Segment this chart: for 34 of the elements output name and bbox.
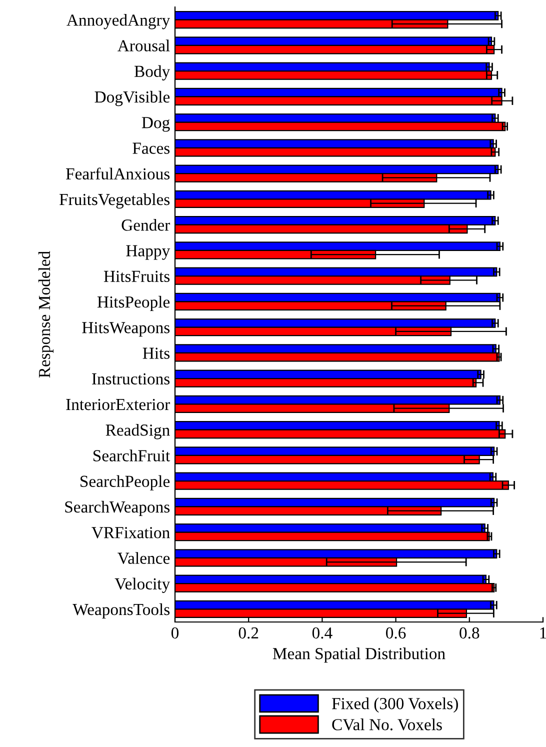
y-tick-label: SearchWeapons xyxy=(65,500,170,516)
legend-label: CVal No. Voxels xyxy=(332,718,442,730)
y-tick-label: WeaponsTools xyxy=(72,603,170,619)
x-tick-label: 0.4 xyxy=(312,627,332,639)
y-tick-label: DogVisible xyxy=(94,90,170,106)
y-tick-label: HitsFruits xyxy=(104,270,170,282)
y-tick-label: Dog xyxy=(142,117,170,132)
y-tick-label: HitsPeople xyxy=(97,296,170,312)
y-tick-label: FearfulAnxious xyxy=(66,168,170,180)
x-tick-label: 0 xyxy=(171,627,179,639)
y-tick-label: Gender xyxy=(122,219,170,231)
legend-label: Fixed (300 Voxels) xyxy=(332,698,458,713)
y-tick-label: SearchFruit xyxy=(93,450,170,462)
y-tick-label: Arousal xyxy=(118,40,170,52)
x-tick-label: 1 xyxy=(540,627,546,638)
y-tick-label: Body xyxy=(134,65,170,80)
x-tick-label: 0.6 xyxy=(386,627,406,639)
x-axis-title: Mean Spatial Distribution xyxy=(272,648,446,663)
y-tick-label: Happy xyxy=(126,245,170,260)
x-tick-label: 0.2 xyxy=(238,627,258,639)
y-tick-label: HitsWeapons xyxy=(82,322,170,337)
y-tick-label: AnnoyedAngry xyxy=(66,14,170,30)
y-tick-label: Faces xyxy=(132,142,170,154)
y-tick-label: VRFixation xyxy=(92,527,170,538)
y-tick-label: ReadSign xyxy=(106,424,170,440)
y-tick-label: Velocity xyxy=(114,578,170,593)
y-tick-label: FruitsVegetables xyxy=(60,193,170,209)
x-tick-label: 0.8 xyxy=(460,627,480,639)
y-tick-label: Instructions xyxy=(92,373,170,385)
y-tick-label: Valence xyxy=(118,552,170,564)
y-tick-label: InteriorExterior xyxy=(66,398,170,410)
y-axis-title: Response Modeled xyxy=(38,251,54,378)
y-tick-label: Hits xyxy=(142,348,170,359)
y-tick-label: SearchPeople xyxy=(80,475,170,490)
